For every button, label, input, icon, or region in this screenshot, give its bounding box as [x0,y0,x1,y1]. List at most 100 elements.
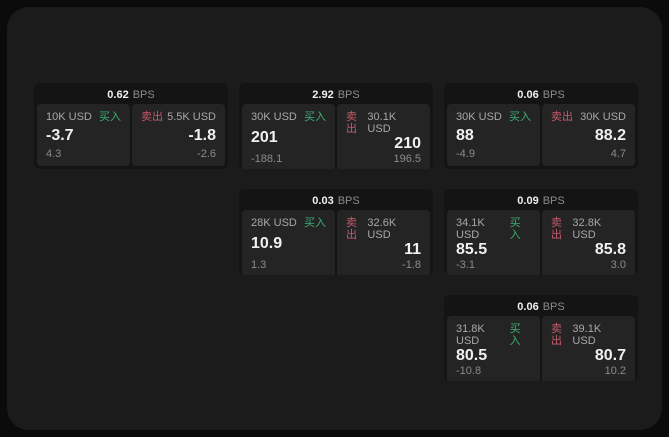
card-header: 2.92 BPS [239,83,433,104]
buy-badge: 买入 [509,217,521,242]
bps-unit-label: BPS [337,194,360,207]
buy-price: 10.9 [251,235,283,253]
sell-delta: -2.6 [197,147,216,160]
sell-quote-tile[interactable]: 卖出 32.6K USD 11 -1.8 [337,210,430,275]
buy-badge: 买入 [509,323,521,348]
sell-quote-tile[interactable]: 卖出 5.5K USD -1.8 -2.6 [132,104,225,166]
bps-value: 2.92 [312,88,334,101]
cards-grid: 0.62 BPS 10K USD 买入 -3.7 4.3 卖出 5.5K USD… [34,83,638,381]
sell-badge: 卖出 [346,111,357,136]
quote-card: 0.06 BPS 30K USD 买入 88 -4.9 卖出 30K USD 8… [444,83,638,169]
sell-tile-header: 卖出 30.1K USD [346,111,421,135]
buy-amount: 10K USD [46,111,92,123]
sell-delta: 4.7 [610,147,626,160]
sell-price: -1.8 [188,126,216,144]
card-header: 0.03 BPS [239,189,433,210]
sell-quote-tile[interactable]: 卖出 30.1K USD 210 196.5 [337,104,430,169]
sell-tile-header: 卖出 30K USD [551,111,626,123]
buy-amount: 34.1K USD [456,217,485,242]
sell-quote-tile[interactable]: 卖出 39.1K USD 80.7 10.2 [542,316,635,381]
card-header: 0.06 BPS [444,295,638,316]
buy-delta: -10.8 [456,364,482,377]
buy-tile-header: 30K USD 买入 [456,111,531,123]
bps-unit-label: BPS [542,300,565,313]
main-panel: 0.62 BPS 10K USD 买入 -3.7 4.3 卖出 5.5K USD… [7,7,662,430]
sell-price: 88.2 [594,126,626,144]
bps-value: 0.09 [517,194,539,207]
sell-delta: -1.8 [402,258,421,271]
buy-quote-tile[interactable]: 31.8K USD 买入 80.5 -10.8 [447,316,540,381]
buy-badge: 买入 [304,217,326,229]
quote-card: 0.06 BPS 31.8K USD 买入 80.5 -10.8 卖出 39.1… [444,295,638,381]
buy-tile-header: 10K USD 买入 [46,111,121,123]
sell-delta: 3.0 [610,258,626,271]
card-body: 10K USD 买入 -3.7 4.3 卖出 5.5K USD -1.8 -2.… [34,104,228,169]
buy-tile-header: 34.1K USD 买入 [456,217,531,241]
card-body: 28K USD 买入 10.9 1.3 卖出 32.6K USD 11 -1.8 [239,210,433,275]
buy-delta: 4.3 [46,147,62,160]
card-body: 30K USD 买入 201 -188.1 卖出 30.1K USD 210 1… [239,104,433,169]
buy-price: -3.7 [46,126,74,144]
sell-quote-tile[interactable]: 卖出 32.8K USD 85.8 3.0 [542,210,635,275]
buy-amount: 30K USD [456,111,502,123]
sell-price: 85.8 [594,241,626,259]
buy-quote-tile[interactable]: 34.1K USD 买入 85.5 -3.1 [447,210,540,275]
sell-tile-header: 卖出 32.6K USD [346,217,421,241]
bps-unit-label: BPS [132,88,155,101]
sell-delta: 10.2 [604,364,626,377]
card-header: 0.09 BPS [444,189,638,210]
card-header: 0.62 BPS [34,83,228,104]
sell-tile-header: 卖出 39.1K USD [551,323,626,347]
card-body: 34.1K USD 买入 85.5 -3.1 卖出 32.8K USD 85.8… [444,210,638,275]
quote-card: 0.03 BPS 28K USD 买入 10.9 1.3 卖出 32.6K US… [239,189,433,275]
buy-delta: -4.9 [456,147,475,160]
buy-delta: -188.1 [251,152,283,165]
sell-tile-header: 卖出 5.5K USD [141,111,216,123]
bps-value: 0.62 [107,88,129,101]
buy-delta: -3.1 [456,258,475,271]
sell-badge: 卖出 [346,217,357,242]
quote-card: 0.09 BPS 34.1K USD 买入 85.5 -3.1 卖出 32.8K… [444,189,638,275]
sell-price: 80.7 [594,347,626,365]
buy-badge: 买入 [304,111,326,123]
buy-tile-header: 28K USD 买入 [251,217,326,229]
sell-amount: 30.1K USD [367,111,397,136]
buy-tile-header: 30K USD 买入 [251,111,326,123]
buy-quote-tile[interactable]: 10K USD 买入 -3.7 4.3 [37,104,130,166]
buy-price: 88 [456,126,474,144]
buy-quote-tile[interactable]: 30K USD 买入 88 -4.9 [447,104,540,166]
buy-price: 85.5 [456,241,488,259]
buy-badge: 买入 [509,111,531,123]
sell-delta: 196.5 [393,152,421,165]
buy-price: 201 [251,129,278,147]
bps-unit-label: BPS [542,88,565,101]
sell-price: 11 [404,241,421,259]
buy-quote-tile[interactable]: 30K USD 买入 201 -188.1 [242,104,335,169]
bps-value: 0.06 [517,88,539,101]
sell-amount: 32.8K USD [572,217,602,242]
sell-quote-tile[interactable]: 卖出 30K USD 88.2 4.7 [542,104,635,166]
sell-tile-header: 卖出 32.8K USD [551,217,626,241]
bps-unit-label: BPS [337,88,360,101]
sell-badge: 卖出 [551,323,562,348]
sell-amount: 32.6K USD [367,217,397,242]
card-header: 0.06 BPS [444,83,638,104]
buy-delta: 1.3 [251,258,267,271]
bps-value: 0.06 [517,300,539,313]
bps-value: 0.03 [312,194,334,207]
buy-amount: 28K USD [251,217,297,229]
sell-badge: 卖出 [551,111,573,123]
sell-amount: 30K USD [580,111,626,123]
card-body: 30K USD 买入 88 -4.9 卖出 30K USD 88.2 4.7 [444,104,638,169]
buy-tile-header: 31.8K USD 买入 [456,323,531,347]
sell-amount: 5.5K USD [167,111,216,123]
buy-amount: 30K USD [251,111,297,123]
sell-badge: 卖出 [551,217,562,242]
buy-quote-tile[interactable]: 28K USD 买入 10.9 1.3 [242,210,335,275]
bps-unit-label: BPS [542,194,565,207]
card-body: 31.8K USD 买入 80.5 -10.8 卖出 39.1K USD 80.… [444,316,638,381]
buy-price: 80.5 [456,347,488,365]
sell-price: 210 [394,135,421,153]
quote-card: 2.92 BPS 30K USD 买入 201 -188.1 卖出 30.1K … [239,83,433,169]
sell-amount: 39.1K USD [572,323,602,348]
